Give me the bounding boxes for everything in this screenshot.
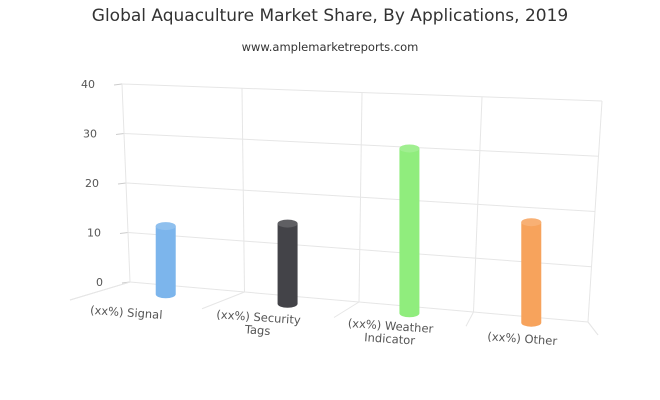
chart-subtitle: www.amplemarketreports.com: [241, 40, 419, 54]
bar[interactable]: [399, 144, 420, 318]
bar-series: [155, 144, 542, 327]
y-tick-label: 10: [87, 227, 101, 240]
bar-cap-highlight: [277, 219, 298, 228]
y-tick-label: 40: [81, 78, 95, 91]
floor-divider: [69, 281, 131, 301]
x-tick-label: (xx%) Other: [487, 329, 558, 348]
bar-cap: [521, 218, 542, 227]
bar-body: [155, 226, 176, 299]
y-tick-label: 0: [96, 276, 103, 289]
grid-layer: [69, 83, 603, 336]
x-axis-ticks: (xx%) Signal (xx%) SecurityTags (xx%) Weat…: [90, 303, 558, 349]
floor-divider: [333, 301, 360, 318]
x-tick-label: (xx%) WeatherIndicator: [346, 316, 434, 349]
bar[interactable]: [521, 218, 542, 327]
bar-body: [277, 223, 298, 308]
gridline-x: [121, 83, 131, 283]
floor-divider: [465, 311, 474, 327]
bar[interactable]: [155, 222, 176, 299]
x-tick-label: (xx%) SecurityTags: [215, 307, 301, 340]
bar-cap: [399, 144, 420, 153]
y-tick-mark: [117, 182, 127, 185]
gridline-x: [241, 88, 245, 293]
floor-divider: [201, 291, 245, 310]
y-tick-label: 30: [83, 128, 97, 141]
gridline-x: [473, 96, 483, 313]
bar-cap-highlight: [521, 218, 542, 227]
chart-title: Global Aquaculture Market Share, By Appl…: [91, 6, 569, 26]
y-tick-mark: [113, 83, 123, 86]
gridline-x: [358, 92, 363, 303]
bar-cap: [155, 222, 176, 231]
bar-cap-highlight: [399, 144, 420, 153]
y-axis-ticks: 0 10 20 30 40: [81, 78, 103, 289]
gridline-x: [587, 100, 603, 323]
bar[interactable]: [277, 219, 298, 308]
y-tick-mark: [119, 232, 129, 234]
bar-body: [399, 148, 420, 318]
bar-cap: [277, 219, 298, 228]
bar-cap-highlight: [155, 222, 176, 231]
x-tick-label: (xx%) Signal: [90, 303, 163, 322]
y-tick-label: 20: [85, 177, 99, 190]
bar-body: [521, 222, 542, 327]
floor-divider: [587, 321, 599, 336]
y-tick-mark: [115, 133, 125, 135]
